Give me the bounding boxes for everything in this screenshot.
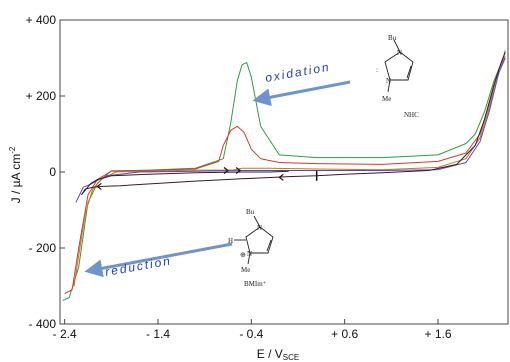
y-tick-label: - 400 bbox=[29, 317, 57, 331]
reverse-scan-marker bbox=[96, 182, 102, 190]
nhc-structure: Bu N N : Me NHC bbox=[376, 34, 419, 119]
y-tick-label: + 200 bbox=[26, 89, 57, 103]
oxidation-arrow bbox=[252, 80, 351, 107]
series-line-6 bbox=[81, 170, 289, 196]
nhc-label: NHC bbox=[404, 111, 419, 119]
bmim-substituent-top: Bu bbox=[246, 208, 255, 216]
bmim-n-bottom: N bbox=[247, 250, 252, 258]
series-layer bbox=[62, 50, 506, 301]
x-tick-label: - 2.4 bbox=[53, 327, 77, 341]
x-tick-label: - 1.4 bbox=[146, 327, 170, 341]
oxidation-label: oxidation bbox=[264, 60, 331, 85]
bmim-n-top: N bbox=[257, 224, 262, 232]
x-axis-title: E / VSCE bbox=[257, 347, 299, 362]
bmim-charge: ⊕ bbox=[240, 251, 246, 259]
y-tick-label: + 400 bbox=[26, 13, 57, 27]
y-tick-label: 0 bbox=[49, 165, 56, 179]
bmim-substituent-bottom: Me bbox=[241, 266, 250, 274]
nhc-carbene-mark: : bbox=[376, 66, 378, 74]
forward-scan-marker bbox=[235, 167, 242, 174]
y-tick-label: - 200 bbox=[29, 241, 57, 255]
x-tick-label: + 1.6 bbox=[424, 327, 451, 341]
x-tick-label: + 0.6 bbox=[331, 327, 358, 341]
series-line-3 bbox=[73, 55, 506, 287]
nhc-n-top: N bbox=[397, 49, 402, 57]
bmim-h-label: H bbox=[228, 237, 233, 245]
series-line-2 bbox=[64, 57, 506, 295]
x-tick-label: - 0.4 bbox=[239, 327, 263, 341]
reverse-scan-marker bbox=[278, 173, 284, 181]
direction-markers bbox=[96, 167, 318, 190]
nhc-n-bottom: N bbox=[386, 77, 391, 85]
nhc-substituent-bottom: Me bbox=[382, 95, 391, 103]
reduction-arrow bbox=[84, 242, 233, 278]
bmim-label: BMIm⁺ bbox=[244, 280, 267, 288]
axis-ticks: - 2.4 - 1.4 - 0.4 + 0.6 + 1.6 + 400 + 200 0 - 20… bbox=[26, 13, 452, 341]
y-axis-title: J / µA cm-2 bbox=[8, 146, 23, 203]
nhc-substituent-top: Bu bbox=[388, 34, 397, 42]
forward-scan-marker bbox=[223, 167, 229, 174]
bmim-structure: Bu H N N ⊕ Me BMIm⁺ bbox=[228, 208, 274, 288]
reduction-label: reduction bbox=[104, 253, 173, 278]
